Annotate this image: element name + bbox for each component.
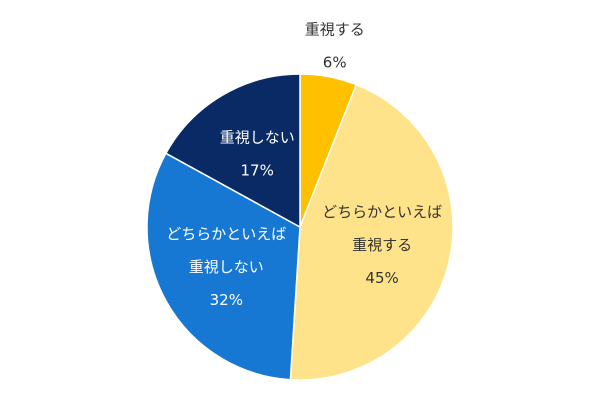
- pie-slice-2-category-label: 重視しない: [189, 258, 264, 276]
- pie-slice-2-value-label: 32%: [210, 291, 243, 309]
- pie-slice-0-value-label: 6%: [323, 54, 347, 72]
- pie-slice-3-value-label: 17%: [241, 162, 274, 180]
- pie-slice-2: [146, 152, 301, 381]
- pie-slice-2-category-label: どちらかといえば: [166, 225, 286, 243]
- pie-labels: 重視する6%どちらかといえば重視する45%どちらかといえば重視しない32%重視し…: [166, 21, 442, 310]
- pie-slice-1-category-label: どちらかといえば: [322, 203, 442, 221]
- pie-slice-1-value-label: 45%: [365, 269, 398, 287]
- pie-slices: [146, 73, 454, 381]
- pie-slice-3: [164, 73, 301, 229]
- pie-slice-1: [289, 83, 454, 381]
- pie-slice-1-category-label: 重視する: [352, 236, 412, 254]
- pie-slice-3-category-label: 重視しない: [220, 129, 295, 147]
- pie-slice-0-category-label: 重視する: [305, 21, 365, 39]
